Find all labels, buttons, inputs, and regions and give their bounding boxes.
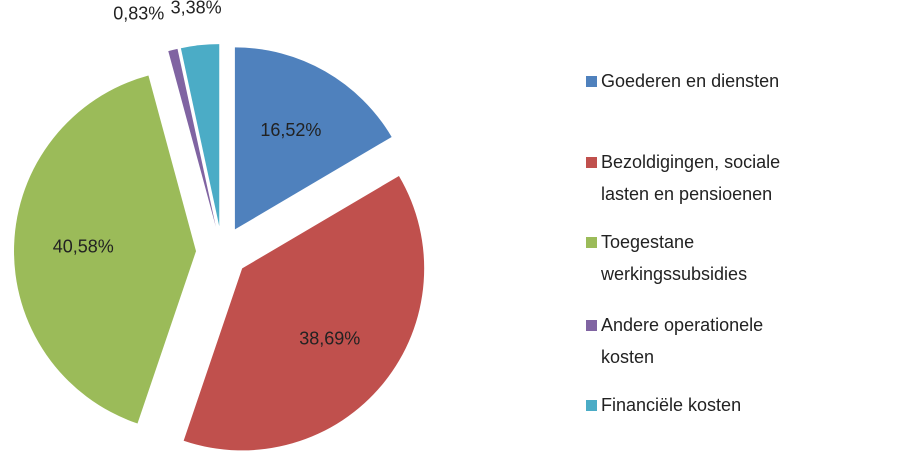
pie-slice <box>14 75 197 424</box>
legend-swatch <box>586 76 597 87</box>
legend-swatch <box>586 320 597 331</box>
legend-swatch <box>586 400 597 411</box>
data-label: 0,83% <box>113 3 164 23</box>
legend-swatch <box>586 237 597 248</box>
pie-slice <box>183 175 425 451</box>
data-label: 3,38% <box>171 0 222 18</box>
data-label: 38,69% <box>299 328 360 348</box>
pie-slice <box>234 47 392 230</box>
legend-label: Financiële kosten <box>601 395 741 415</box>
legend-label: Andere operationele kosten <box>601 315 763 367</box>
legend-label: Toegestane werkingssubsidies <box>600 232 747 284</box>
data-label: 40,58% <box>53 236 114 256</box>
pie-slice <box>168 48 216 227</box>
legend-swatch <box>586 157 597 168</box>
data-label: 16,52% <box>260 120 321 140</box>
legend-label: Bezoldigingen, sociale lasten en pensioen… <box>601 152 780 204</box>
pie-slice <box>180 44 220 227</box>
legend-label: Goederen en diensten <box>601 71 779 91</box>
